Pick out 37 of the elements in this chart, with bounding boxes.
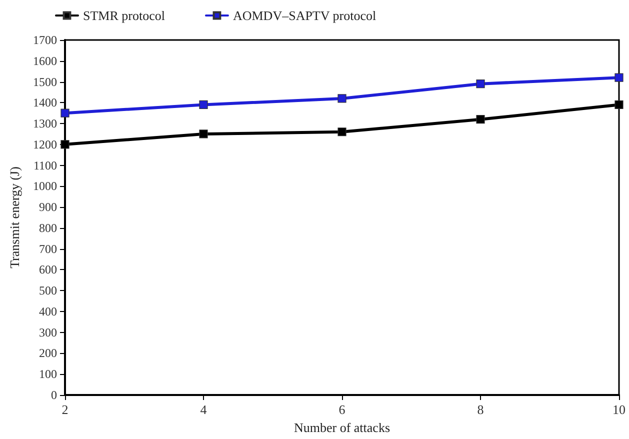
point [199, 130, 208, 138]
y-tick-label: 500 [39, 284, 57, 298]
y-tick-label: 300 [39, 325, 57, 340]
y-tick-label: 700 [39, 242, 57, 256]
point [476, 115, 485, 124]
y-tick-label: 800 [39, 220, 57, 235]
legend-label: STMR protocol [83, 8, 166, 23]
y-tick-label: 400 [39, 304, 57, 318]
y-tick-label: 1400 [33, 96, 57, 110]
y-tick-label: 600 [39, 262, 57, 277]
point [199, 100, 208, 110]
x-tick-label: 6 [338, 402, 346, 417]
point [338, 128, 346, 136]
y-tick-label: 200 [39, 346, 57, 360]
y-tick-label: 100 [39, 367, 57, 382]
x-tick-label: 8 [477, 402, 484, 417]
y-tick-label: 1300 [33, 116, 57, 131]
y-tick-label: 1100 [33, 158, 57, 172]
point [614, 100, 624, 110]
y-tick-label: 1200 [33, 137, 57, 152]
point [60, 140, 70, 149]
x-tick-label: 10 [612, 402, 626, 417]
x-tick-label: 4 [200, 402, 208, 417]
y-axis-title: Transmit energy (J) [7, 166, 22, 268]
y-tick-label: 1500 [33, 74, 57, 89]
y-tick-label: 0 [51, 388, 57, 402]
x-tick-label: 2 [62, 402, 68, 417]
point [338, 94, 346, 103]
y-tick-label: 1700 [33, 33, 57, 47]
x-axis-title: Number of attacks [294, 420, 390, 435]
y-tick-label: 900 [39, 200, 57, 214]
y-tick-label: 1600 [33, 54, 57, 68]
legend-label: AOMDV–SAPTV protocol [232, 8, 376, 23]
point [60, 108, 70, 118]
y-tick-label: 1000 [33, 179, 57, 194]
point [476, 80, 485, 88]
point [614, 73, 624, 82]
